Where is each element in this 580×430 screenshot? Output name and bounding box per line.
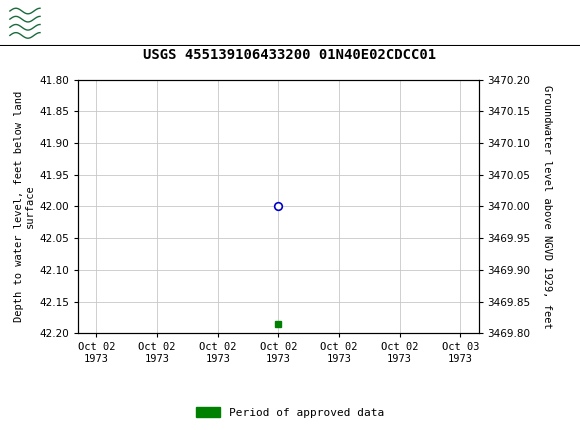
- Text: USGS: USGS: [50, 14, 110, 33]
- Y-axis label: Groundwater level above NGVD 1929, feet: Groundwater level above NGVD 1929, feet: [542, 85, 552, 328]
- Legend: Period of approved data: Period of approved data: [191, 403, 389, 422]
- Text: USGS 455139106433200 01N40E02CDCC01: USGS 455139106433200 01N40E02CDCC01: [143, 48, 437, 62]
- Bar: [7, 7, 43, 40]
- Y-axis label: Depth to water level, feet below land
surface: Depth to water level, feet below land su…: [14, 91, 35, 322]
